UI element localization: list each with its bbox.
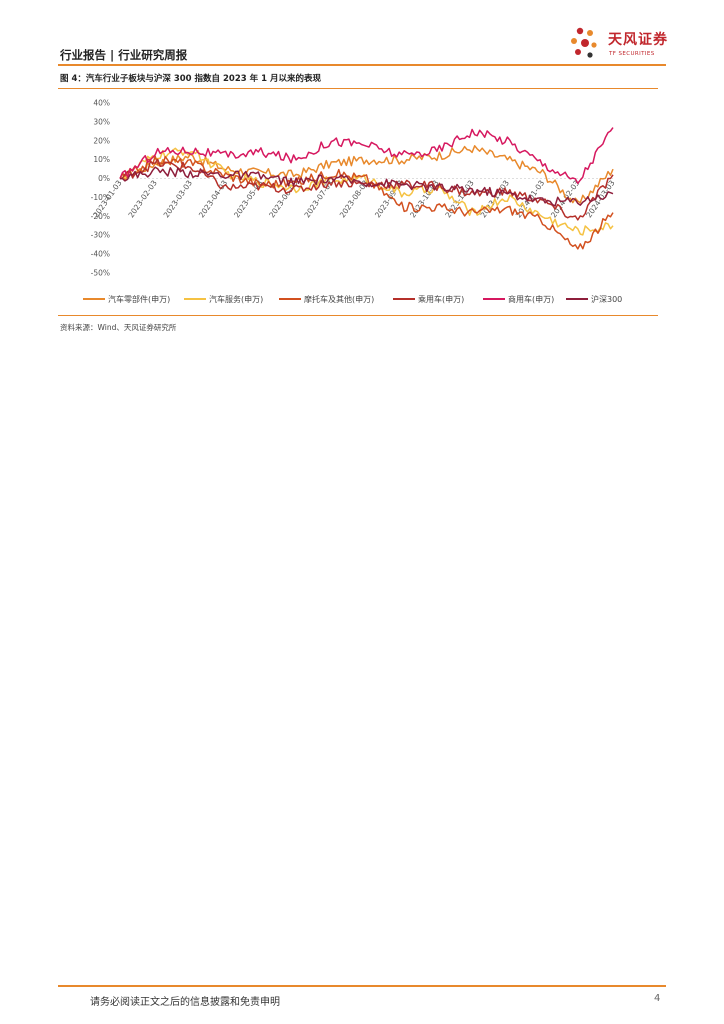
y-tick-label: -10% [91,193,110,202]
y-tick-label: 0% [98,174,110,183]
figure-top-rule [58,88,658,89]
logo-subtitle: TF SECURITIES [609,51,655,57]
legend-label: 乘用车(申万) [418,294,464,304]
legend-label: 汽车零部件(申万) [108,294,170,304]
footer-disclaimer: 请务必阅读正文之后的信息披露和免责申明 [90,997,280,1008]
page-number: 4 [654,993,661,1004]
series-line [119,145,614,204]
legend-label: 商用车(申万) [508,294,554,304]
y-tick-label: 20% [93,136,110,145]
logo-text: 天风证券 [608,32,668,48]
series-line [119,147,614,236]
series-line [119,155,614,250]
series-line [119,127,614,185]
legend-label: 沪深300 [591,294,622,304]
logo-icon [571,27,597,58]
x-tick-label: 2023-10-03 [408,178,441,219]
y-tick-label: 40% [93,99,110,108]
performance-line-chart: 40% 30% 20% 10% 0% -10% -20% -30% -40% -50% 2023-… [83,99,622,304]
figure-source: 资料来源：Wind、天风证券研究所 [60,323,177,332]
legend-label: 汽车服务(申万) [209,294,263,304]
y-tick-label: -50% [91,269,110,278]
y-tick-label: 10% [93,155,110,164]
header-divider [58,64,666,66]
y-tick-label: -30% [91,231,110,240]
series-line [120,166,614,207]
footer-divider [58,985,666,987]
y-tick-label: -40% [91,250,110,259]
y-tick-label: 30% [93,117,110,126]
x-tick-label: 2023-02-03 [126,178,159,219]
x-tick-label: 2023-04-03 [197,178,230,219]
figure-caption: 图 4：汽车行业子板块与沪深 300 指数自 2023 年 1 月以来的表现 [60,74,321,84]
figure-bottom-rule [58,315,658,316]
header-title: 行业报告 | 行业研究周报 [60,48,188,62]
legend-label: 摩托车及其他(申万) [304,294,374,304]
y-tick-label: -20% [91,212,110,221]
x-tick-label: 2023-03-03 [162,178,195,219]
